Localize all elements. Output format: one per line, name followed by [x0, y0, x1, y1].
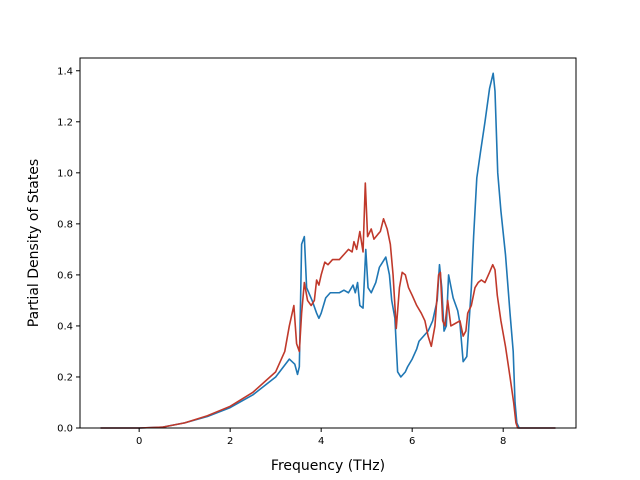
x-tick-label: 4 [318, 436, 324, 447]
x-axis-label: Frequency (THz) [271, 458, 385, 474]
x-tick-label: 0 [136, 436, 142, 447]
y-axis-ticks: 0.0 0.2 0.4 0.6 0.8 1.0 1.2 1.4 [57, 66, 80, 435]
y-tick-label: 0.0 [57, 424, 73, 435]
y-tick-label: 0.6 [57, 270, 73, 281]
x-tick-label: 2 [227, 436, 233, 447]
y-tick-label: 1.0 [57, 168, 73, 179]
y-tick-label: 0.2 [57, 372, 73, 383]
curves-layer [100, 72, 556, 429]
y-axis-label: Partial Density of States [26, 159, 42, 327]
y-tick-label: 1.2 [57, 117, 73, 128]
x-axis-ticks: 0 2 4 6 8 [136, 428, 506, 447]
y-tick-label: 0.8 [57, 219, 73, 230]
y-tick-label: 1.4 [57, 66, 73, 77]
series-line-1 [100, 72, 556, 429]
x-tick-label: 8 [500, 436, 506, 447]
x-tick-label: 6 [409, 436, 415, 447]
series-line-2 [100, 182, 556, 429]
plot-frame [79, 57, 577, 429]
y-tick-label: 0.4 [57, 321, 73, 332]
